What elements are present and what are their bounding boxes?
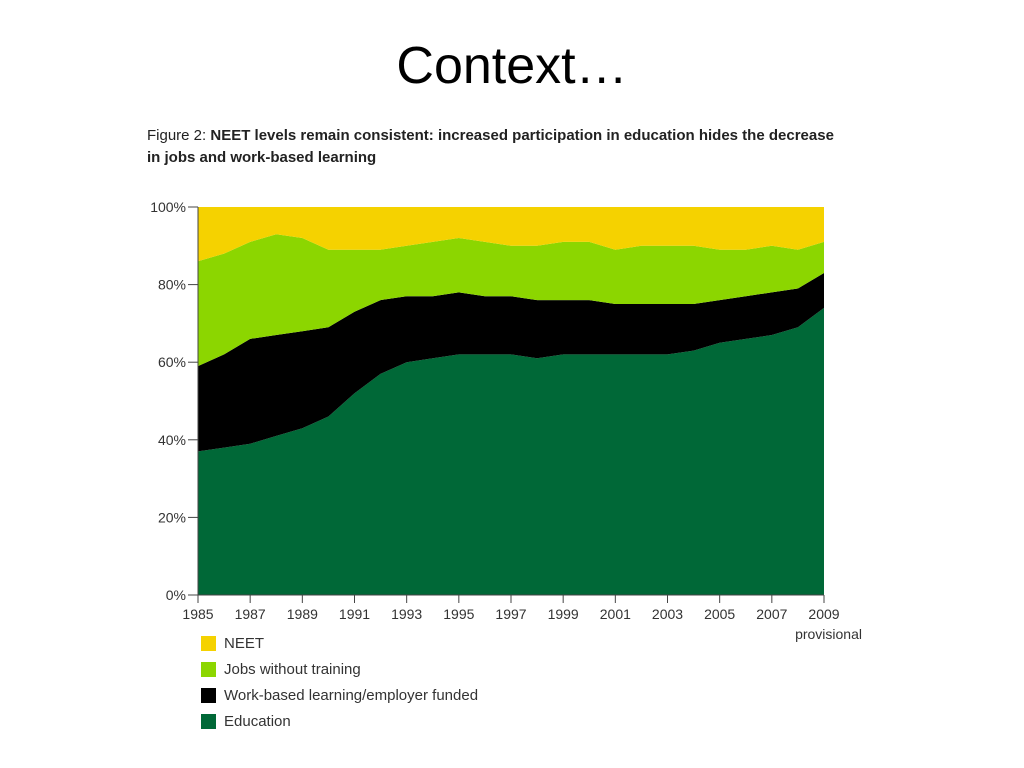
x-tick-label: 2007	[756, 606, 787, 622]
x-tick-label: 1991	[339, 606, 370, 622]
x-tick-label: 2003	[652, 606, 683, 622]
x-tick-label: 1995	[443, 606, 474, 622]
legend-item-work-based-learning-employer-funded: Work-based learning/employer funded	[201, 682, 478, 708]
x-tick-label: 2001	[600, 606, 631, 622]
x-tick-note: provisional	[795, 626, 862, 642]
figure-caption-text: NEET levels remain consistent: increased…	[147, 127, 834, 166]
area-work-based-learning-employer-funded	[198, 273, 824, 452]
figure-caption: Figure 2: NEET levels remain consistent:…	[147, 125, 847, 169]
x-tick-label: 1997	[495, 606, 526, 622]
legend-label: NEET	[224, 634, 265, 652]
legend-swatch	[201, 635, 216, 651]
x-tick-label: 1993	[391, 606, 422, 622]
area-neet	[198, 207, 824, 262]
y-tick-label: 80%	[158, 277, 186, 293]
legend-item-education: Education	[201, 708, 478, 734]
legend-label: Jobs without training	[224, 660, 361, 678]
x-tick-label: 1985	[182, 606, 213, 622]
legend-item-neet: NEET	[201, 630, 478, 656]
area-jobs-without-training	[198, 234, 824, 367]
y-tick-label: 60%	[158, 354, 186, 370]
area-education	[198, 307, 824, 595]
legend-item-jobs-without-training: Jobs without training	[201, 656, 478, 682]
y-tick-label: 0%	[166, 587, 186, 603]
x-tick-label: 1989	[287, 606, 318, 622]
chart-areas	[198, 207, 824, 595]
legend-label: Education	[224, 712, 291, 730]
y-tick-label: 40%	[158, 432, 186, 448]
x-tick-label: 1999	[548, 606, 579, 622]
y-tick-label: 20%	[158, 509, 186, 525]
legend-swatch	[201, 713, 216, 729]
slide-title: Context…	[396, 37, 628, 95]
x-tick-label: 1987	[235, 606, 266, 622]
y-tick-label: 100%	[150, 199, 186, 215]
legend-swatch	[201, 661, 216, 677]
legend-swatch	[201, 687, 216, 703]
x-tick-label: 2005	[704, 606, 735, 622]
chart-axes: 0% 20% 40% 60% 80% 100% 1985 1987 1989 1991 1993 19…	[150, 199, 862, 642]
figure-label: Figure 2:	[147, 127, 211, 144]
chart-legend: NEET Jobs without training Work-based lear…	[201, 630, 478, 734]
legend-label: Work-based learning/employer funded	[224, 686, 479, 704]
x-tick-label: 2009	[808, 606, 839, 622]
